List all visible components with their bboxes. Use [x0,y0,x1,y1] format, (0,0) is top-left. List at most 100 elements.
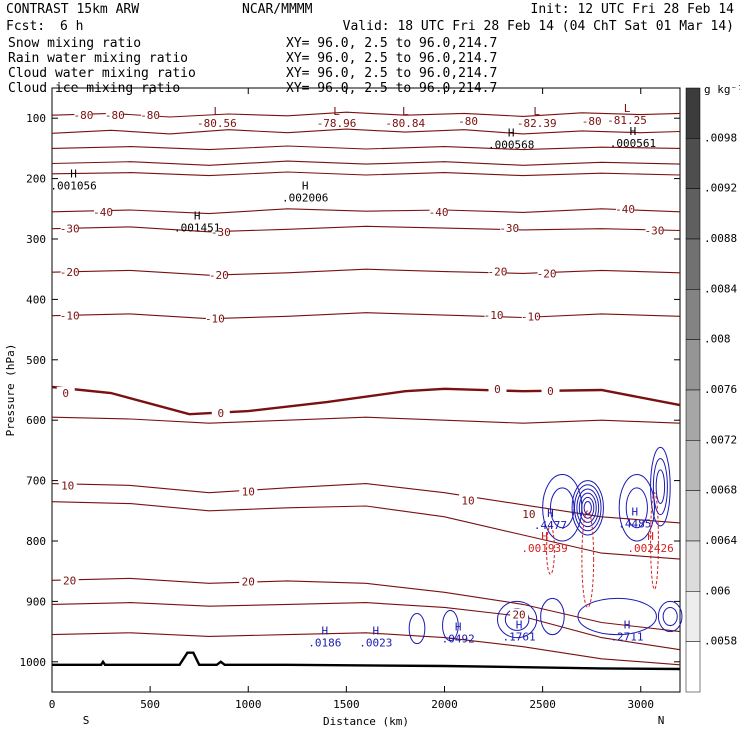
terrain-line [52,651,681,671]
y-tick-label-4: 500 [26,354,46,367]
rain-contour-0 [546,525,555,575]
field-legend: Snow mixing ratio XY= 96.0, 2.5 to 96.0,… [8,36,497,96]
y-tick-label-8: 900 [26,595,46,608]
y-tick-label-0: 100 [26,112,46,125]
temp-label-bg-17 [205,312,224,324]
isotherm-9 [51,385,681,416]
cloud-water-contour-3-1 [652,458,668,516]
y-axis-label: Pressure (hPa) [4,344,17,437]
extremum-value-7: .001056 [50,179,96,192]
temp-label-19: -10 [521,310,541,323]
extremum-kind-0: L [214,105,221,118]
extremum-kind-11: H [632,506,639,519]
y-tick-label-1: 200 [26,173,46,186]
isotherm-1 [51,128,681,135]
colorbar-tick-2: .0088 [704,232,737,245]
extremum-value-4: -81.25 [607,114,647,127]
temp-label-bg-3 [459,115,478,127]
temp-label-27: 10 [522,508,535,521]
temp-label-bg-16 [60,309,79,321]
temp-label-bg-6 [429,205,448,217]
isotherm-8 [51,312,681,320]
extremum-kind-14: H [321,625,328,638]
colorbar-tick-6: .0072 [704,433,737,446]
colorbar-box-5 [685,339,701,391]
extremum-value-5: .000568 [488,138,534,151]
extremum-value-6: .000561 [610,137,656,150]
temp-label-bg-0 [74,109,93,121]
colorbar-box-7 [685,440,701,491]
x-axis-ticks: 0 500 1000 1500 2000 2500 3000 [49,88,654,711]
temp-label-24: 10 [61,479,74,492]
temp-label-11: -30 [645,225,665,238]
colorbar-tick-0: .0098 [704,131,737,144]
temp-label-bg-25 [239,485,258,497]
temp-label-bg-7 [616,202,635,214]
extremum-value-1: -78.96 [317,117,357,130]
colorbar-box-11 [685,641,701,693]
temp-label-bg-11 [645,224,664,236]
colorbar-tick-4: .008 [704,333,731,346]
isotherm-15 [51,632,681,666]
cloud-water-contour-9-1 [662,606,678,627]
cloud-water-contour-4-0 [408,612,426,645]
forecast-label: Fcst: [6,19,45,34]
extremum-kind-16: H [455,620,462,633]
org-title: NCAR/MMMM [242,2,313,17]
colorbar-box-4 [685,289,701,340]
colorbar-box-8 [685,490,701,542]
colorbar-box-9 [685,540,701,592]
temp-label-bg-14 [488,265,507,277]
extremum-kind-9: H [194,210,201,223]
temp-label-bg-5 [94,205,113,217]
temp-label-25: 10 [242,485,255,498]
extremum-value-13: .002426 [627,542,673,555]
temp-label-bg-20 [56,387,75,399]
temp-label-17: -10 [205,313,225,326]
extremum-kind-18: H [624,619,631,632]
temp-label-30: 20 [512,609,525,622]
isotherm-6 [51,225,681,233]
temp-label-12: -20 [60,266,80,279]
valid-time: Valid: 18 UTC Fri 28 Feb 14 (04 ChT Sat … [343,19,734,34]
temp-label-bg-19 [521,310,540,322]
isotherm-14 [51,602,681,651]
extremum-kind-4: L [624,102,631,115]
isotherm-contours [51,111,681,666]
temp-label-bg-24 [58,479,77,491]
temp-label-6: -40 [429,206,449,219]
cloud-water-contour-8-0 [577,597,657,636]
temp-label-bg-2 [141,109,160,121]
init-time: Init: 12 UTC Fri 28 Feb 14 [531,2,735,17]
isotherm-7 [51,268,681,276]
extremum-kind-6: H [630,125,637,138]
temp-label-29: 20 [242,575,255,588]
field-xy-rain: XY= 96.0, 2.5 to 96.0,214.7 [286,51,497,66]
temp-label-bg-12 [60,266,79,278]
isotherm-13 [51,577,681,633]
extremum-value-8: .002006 [282,191,328,204]
temp-label-bg-22 [488,382,507,394]
temp-label-26: 10 [461,495,474,508]
isotherm-3 [51,160,681,166]
colorbar-tick-1: .0092 [704,182,737,195]
cloud-water-contour-0-2 [576,488,600,528]
colorbar-tick-5: .0076 [704,383,737,396]
cloud-water-contour-3-0 [650,446,671,527]
y-tick-label-2: 300 [26,233,46,246]
extremum-kind-7: H [70,167,77,180]
temp-label-bg-9 [211,225,230,237]
colorbar-tick-3: .0084 [704,282,737,295]
south-label: S [83,714,90,727]
extremum-value-17: .1761 [503,631,536,644]
temp-label-28: 20 [63,574,76,587]
colorbar-tick-8: .0064 [704,534,737,547]
temp-label-bg-27 [519,507,538,519]
isotherm-12 [51,501,681,560]
temp-label-20: 0 [62,387,69,400]
isotherm-10 [51,416,681,424]
isotherm-2 [51,145,681,151]
extremum-kind-3: L [533,105,540,118]
temp-label-bg-26 [459,494,478,506]
